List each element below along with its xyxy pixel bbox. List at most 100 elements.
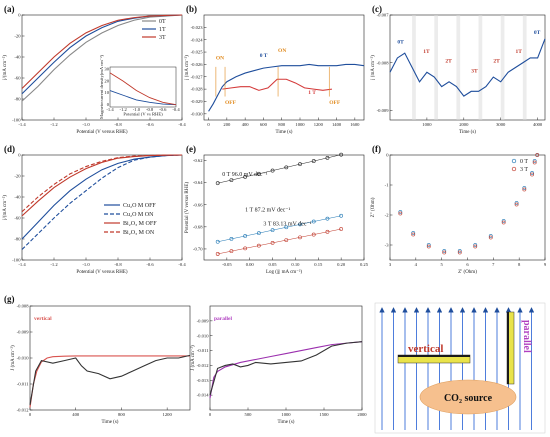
fit-line bbox=[217, 154, 342, 184]
x-tick-label: 0 bbox=[29, 412, 32, 417]
x-tick-label: 800 bbox=[278, 122, 286, 127]
x-tick-label: -0.6 bbox=[146, 262, 154, 267]
legend-label: Bi₂O₃ M ON bbox=[123, 230, 155, 236]
inset-x-tick-label: -0.4 bbox=[172, 107, 180, 112]
x-tick-label: 0 bbox=[209, 412, 212, 417]
y-tick-label: -20 bbox=[14, 174, 21, 179]
legend-label: Bi₂O₃ M OFF bbox=[123, 221, 157, 227]
x-tick-label: 1400 bbox=[332, 122, 342, 127]
y-tick-label: -0.008 bbox=[17, 304, 30, 309]
x-tick-label: 0.00 bbox=[246, 262, 255, 267]
data-point bbox=[426, 244, 431, 249]
x-tick-label: -0.4 bbox=[178, 262, 186, 267]
data-point bbox=[256, 171, 261, 176]
x-tick-label: 5 bbox=[441, 262, 444, 267]
inset-x-tick-label: -0.8 bbox=[146, 107, 154, 112]
x-axis-label: Time (s) bbox=[276, 130, 293, 135]
y-axis-label: Potential (V versus RHE) bbox=[185, 182, 190, 233]
x-tick-label: 1000 bbox=[295, 122, 305, 127]
y-tick-label: -0.007 bbox=[377, 13, 390, 18]
x-tick-label: 4000 bbox=[533, 122, 543, 127]
panel-label-d: (d) bbox=[4, 144, 15, 154]
inset-y-tick-label: 30 bbox=[104, 67, 109, 72]
x-tick-label: -0.8 bbox=[114, 262, 122, 267]
inset-y-tick-label: 10 bbox=[104, 90, 109, 95]
inset-x-tick-label: -0.6 bbox=[159, 107, 167, 112]
y-tick-label: -0.024 bbox=[191, 37, 204, 42]
data-point bbox=[522, 186, 527, 190]
series-label: 0 T 96.0 mV dec⁻¹ bbox=[222, 172, 267, 178]
plot-frame bbox=[21, 14, 183, 121]
annotation: 0 T bbox=[260, 53, 268, 59]
x-axis-label: Time (s) bbox=[278, 420, 295, 425]
annotation: ON bbox=[278, 48, 286, 54]
data-point bbox=[215, 239, 220, 244]
x-tick-label: 800 bbox=[118, 412, 126, 417]
x-tick-label: 400 bbox=[242, 122, 250, 127]
data-point bbox=[457, 250, 462, 255]
chart-f: 3 4 5 6 7 8 9 -3 -2 -1 0 Z′ (Ohm) Z″ (Ohm) 0 T 3 T bbox=[371, 153, 547, 275]
data-point bbox=[535, 153, 540, 157]
annotation: 1T bbox=[423, 49, 430, 55]
y-tick-label: -0.011 bbox=[17, 382, 29, 387]
chart-e: -0.05 0.00 0.05 0.10 0.15 0.20 0.25 -0.62 -0.64 -… bbox=[185, 152, 369, 275]
y-tick-label: -0.68 bbox=[193, 224, 203, 229]
parallel-electrode-edge bbox=[507, 312, 509, 384]
y-tick-label: -0.012 bbox=[17, 408, 30, 413]
data-point bbox=[256, 243, 261, 248]
x-tick-label: 0.20 bbox=[337, 262, 346, 267]
y-axis-label: j (mA cm⁻²) bbox=[184, 55, 190, 81]
y-axis-label: J (mA cm⁻²) bbox=[190, 345, 196, 371]
data-point bbox=[532, 160, 537, 165]
inset-x-tick-label: -1.0 bbox=[133, 107, 141, 112]
chart-title: parallel bbox=[214, 316, 232, 322]
x-tick-label: 400 bbox=[72, 412, 80, 417]
y-tick-label: -80 bbox=[14, 97, 21, 102]
series-line bbox=[21, 154, 183, 217]
x-tick-label: -1.4 bbox=[18, 262, 26, 267]
annotation: OFF bbox=[225, 100, 237, 106]
data-point bbox=[311, 219, 316, 224]
x-tick-label: 1600 bbox=[350, 122, 360, 127]
panel-label-a: (a) bbox=[4, 4, 15, 14]
series-line bbox=[389, 38, 546, 97]
y-tick-label: -3 bbox=[385, 243, 390, 248]
data-point bbox=[243, 174, 248, 179]
data-point bbox=[229, 249, 234, 254]
legend-label: 0 T bbox=[520, 159, 528, 165]
legend-label: 3 T bbox=[520, 167, 528, 173]
annotation: 2T bbox=[445, 59, 452, 65]
data-point bbox=[514, 201, 519, 205]
y-tick-label: -0.030 bbox=[191, 111, 204, 116]
y-tick-label: -0.010 bbox=[197, 333, 210, 338]
series-line bbox=[21, 154, 183, 213]
x-tick-label: 1200 bbox=[163, 412, 173, 417]
y-tick-label: -0.014 bbox=[197, 393, 210, 398]
data-point bbox=[243, 234, 248, 238]
panel-label-c: (c) bbox=[372, 4, 382, 14]
legend-marker bbox=[511, 166, 517, 172]
x-tick-label: 200 bbox=[223, 122, 231, 127]
inset-series-line bbox=[109, 72, 177, 106]
data-point bbox=[442, 250, 447, 255]
y-tick-label: 0 bbox=[18, 13, 21, 18]
panel-label-g: (g) bbox=[4, 294, 15, 304]
y-tick-label: -80 bbox=[14, 237, 21, 242]
x-tick-label: -0.8 bbox=[114, 122, 122, 127]
parallel-label: parallel bbox=[521, 320, 532, 353]
data-point bbox=[298, 235, 302, 240]
field-switch-band bbox=[456, 15, 461, 120]
inset-y-axis-label: Magnetocurrent density(mA cm⁻²) bbox=[99, 55, 104, 119]
inset-x-axis-label: Potential (V vs RHE) bbox=[123, 112, 163, 117]
annotation: OFF bbox=[329, 100, 341, 106]
y-axis-label: Z″ (Ohm) bbox=[371, 197, 376, 217]
inset-x-tick-label: -1.2 bbox=[120, 107, 128, 112]
series-line bbox=[209, 341, 363, 399]
y-tick-label: 0 bbox=[18, 153, 21, 158]
inset-y-tick-label: 20 bbox=[104, 78, 109, 83]
data-point bbox=[339, 152, 344, 157]
series-line bbox=[29, 355, 190, 408]
legend-label: Cu₂O M OFF bbox=[123, 203, 156, 209]
x-tick-label: 0.15 bbox=[314, 262, 323, 267]
data-point bbox=[229, 178, 234, 182]
